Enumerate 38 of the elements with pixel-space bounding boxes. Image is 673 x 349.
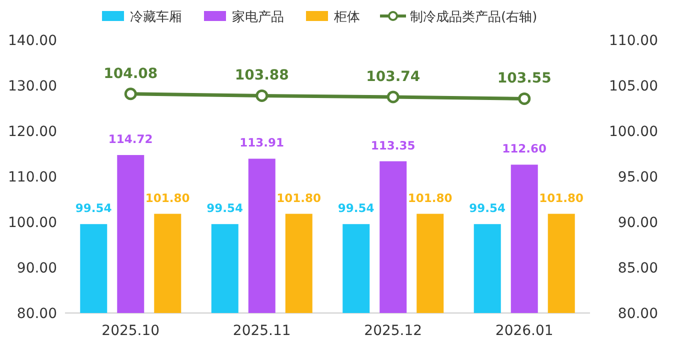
data-label: 101.80 [276,190,322,205]
y2-tick-label: 95.00 [618,170,658,186]
data-label: 99.54 [206,201,244,216]
y-tick-label: 80.00 [16,306,57,322]
legend-label: 制冷成品类产品(右轴) [410,10,538,25]
y2-tick-label: 105.00 [609,78,658,94]
y2-tick-label: 90.00 [618,215,658,231]
data-label: 104.08 [104,66,158,82]
y2-tick-label: 100.00 [609,124,658,140]
y2-tick-label: 110.00 [609,33,658,49]
data-label: 101.80 [145,190,190,205]
y2-tick-label: 80.00 [618,306,658,322]
data-label: 103.74 [366,68,420,85]
x-tick-label: 2026.01 [495,323,554,339]
y-tick-label: 110.00 [8,170,57,186]
x-tick-label: 2025.11 [232,323,291,339]
data-label: 99.54 [338,201,374,216]
data-label: 99.54 [75,201,112,216]
y-tick-label: 100.00 [8,215,57,231]
data-label: 113.91 [240,136,284,150]
legend-label: 家电产品 [232,9,284,25]
data-label: 99.54 [469,201,506,216]
legend-label: 柜体 [333,10,360,25]
data-label: 114.72 [108,132,153,146]
legend-label: 冷藏车厢 [130,10,182,25]
y-tick-label: 90.00 [16,260,57,276]
data-label: 101.80 [408,190,452,205]
y-tick-label: 130.00 [8,78,57,94]
y-tick-label: 120.00 [8,124,57,140]
data-label: 101.80 [539,190,584,205]
data-label: 103.55 [497,70,552,87]
data-label: 113.35 [370,138,416,152]
x-tick-label: 2025.12 [364,323,422,339]
y-tick-label: 140.00 [8,33,57,49]
data-label: 112.60 [502,142,547,156]
y2-tick-label: 85.00 [618,260,658,276]
x-tick-label: 2025.10 [102,323,160,339]
data-label: 103.88 [234,68,289,84]
